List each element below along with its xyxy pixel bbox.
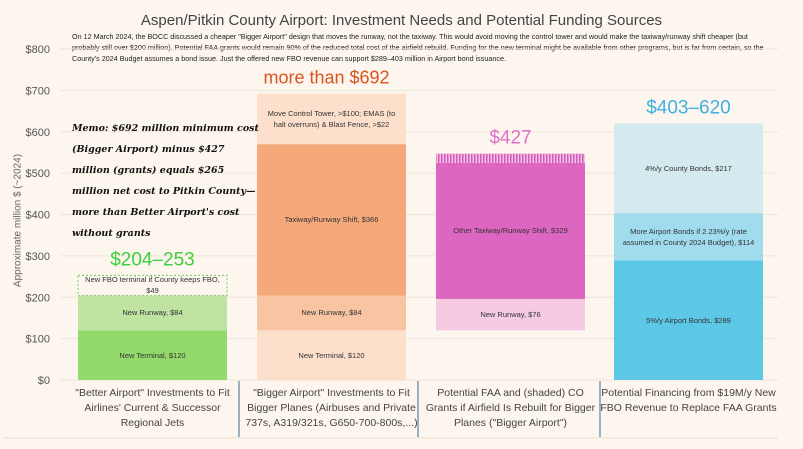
total-label: $427 — [489, 128, 531, 149]
total-label: $403–620 — [646, 97, 731, 118]
segment-label: Move Control Tower, >$100; EMAS (to halt… — [267, 108, 396, 129]
bar-segment — [257, 295, 406, 331]
bar-segment — [436, 153, 585, 163]
bar-segment — [614, 123, 763, 214]
segment-label: Other Taxiway/Runway Shift, $329 — [453, 226, 568, 236]
y-tick-label: $300 — [26, 251, 50, 263]
bar-segment — [614, 260, 763, 380]
segment-label: New Runway, $84 — [122, 308, 183, 318]
annotation: On 12 March 2024, the BOCC discussed a c… — [72, 32, 764, 63]
bar-segment — [78, 330, 227, 380]
bar-segment — [257, 144, 406, 296]
x-tick-label: Potential FAA and (shaded) CO Grants if … — [425, 387, 596, 429]
bar-segment — [614, 213, 763, 261]
bar-segment — [257, 330, 406, 380]
bar-segment — [436, 162, 585, 299]
segment-label: New Runway, $76 — [480, 310, 541, 320]
segment-label: New Terminal, $120 — [119, 350, 186, 360]
y-tick-label: $800 — [26, 44, 50, 56]
segment-label: Taxiway/Runway Shift, $366 — [284, 215, 379, 225]
total-label: $204–253 — [110, 249, 195, 270]
segment-label: New Runway, $84 — [301, 308, 362, 318]
y-tick-label: $600 — [26, 127, 50, 139]
segment-label: New FBO terminal if County keeps FBO, $4… — [85, 275, 220, 296]
segment-label: New Terminal, $120 — [298, 350, 365, 360]
segment-label: More Airport Bonds if 2.23%/y (rate assu… — [622, 226, 755, 247]
y-tick-label: $400 — [26, 210, 50, 222]
segment-label: 5%/y Airport Bonds, $289 — [646, 315, 731, 325]
chart-title: Aspen/Pitkin County Airport: Investment … — [140, 12, 663, 29]
y-tick-label: $200 — [26, 292, 50, 304]
bar-segment — [77, 274, 228, 296]
x-tick-label: Potential Financing from $19M/y New FBO … — [600, 387, 777, 414]
y-tick-label: $500 — [26, 168, 50, 180]
bar-segment — [257, 93, 406, 145]
bar-segment — [78, 295, 227, 331]
memo-annotation: Memo: $692 million minimum cost (Bigger … — [72, 123, 259, 239]
y-tick-label: $700 — [26, 85, 50, 97]
y-tick-label: $100 — [26, 334, 50, 346]
total-label: more than $692 — [263, 68, 389, 88]
bar-segment — [436, 298, 585, 331]
y-tick-label: $0 — [38, 375, 50, 387]
x-tick-label: "Better Airport" Investments to Fit Airl… — [75, 387, 230, 429]
segment-label: 4%/y County Bonds, $217 — [645, 163, 732, 173]
x-tick-label: "Bigger Airport" Investments to Fit Bigg… — [245, 387, 418, 429]
